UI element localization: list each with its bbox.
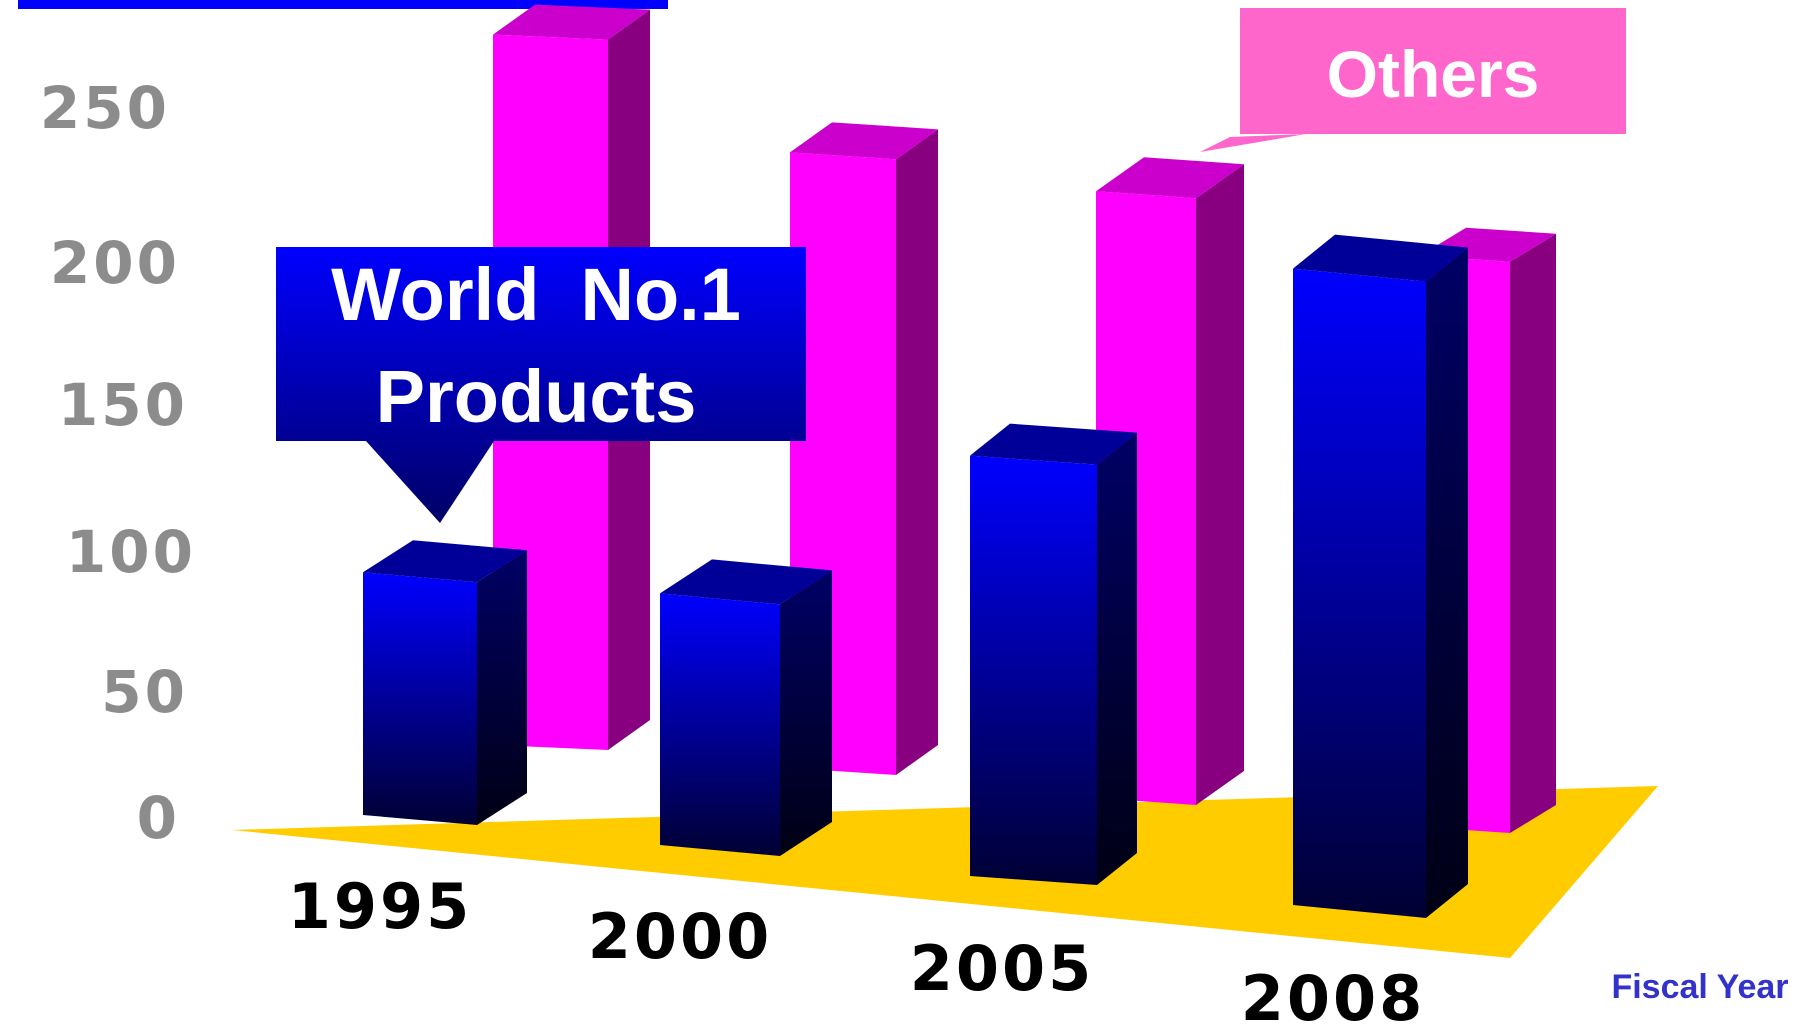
- bar-world-no1-2000-top: [660, 559, 832, 605]
- x-category-label-2008: 2008: [1241, 962, 1426, 1025]
- bar-world-no1-1995-front: [363, 572, 477, 825]
- y-tick-label-50: 50: [101, 658, 188, 726]
- bar-world-no1-2000-front: [660, 593, 780, 856]
- x-axis-categories: 1995 2000 2005 2008: [288, 870, 1426, 1025]
- callout-others-pointer: [1200, 134, 1306, 152]
- callout-world-no1-products-shape: [276, 247, 806, 523]
- callout-world-no1-products: World No.1 Products: [276, 247, 806, 523]
- bar-world-no1-2008-side: [1426, 247, 1468, 919]
- y-axis-ticks: 0 50 100 150 200 250: [40, 74, 196, 852]
- bar-world-no1-2005-top: [970, 423, 1137, 465]
- bar-world-no1-1995-side: [477, 550, 527, 825]
- bar-world-no1-2000: [660, 559, 832, 856]
- bar-world-no1-1995-top: [363, 540, 527, 583]
- bar-others-2000-top: [790, 122, 938, 160]
- callout-others: Others: [1200, 8, 1626, 152]
- x-category-label-2005: 2005: [910, 932, 1095, 1005]
- bar-world-no1-2005-front: [970, 455, 1097, 885]
- bar-world-no1-2008: [1293, 234, 1468, 919]
- callout-world-no1-products-line1: World No.1: [331, 253, 741, 336]
- header-bar: [18, 0, 668, 9]
- callout-world-no1-products-line2: Products: [376, 355, 697, 438]
- x-category-label-1995: 1995: [288, 870, 473, 943]
- bars: [363, 4, 1556, 919]
- bar-others-2008-side: [1510, 233, 1556, 834]
- y-tick-label-200: 200: [50, 229, 180, 297]
- bar-world-no1-1995: [363, 540, 527, 825]
- y-tick-label-0: 0: [137, 784, 180, 852]
- bar-world-no1-2000-side: [780, 570, 832, 856]
- bar-others-2005-top: [1096, 157, 1244, 199]
- y-tick-label-100: 100: [66, 518, 196, 586]
- callout-others-text: Others: [1327, 37, 1540, 111]
- bar-world-no1-2008-top: [1293, 234, 1468, 282]
- bar-others-1995-top: [493, 4, 650, 40]
- x-axis-title: Fiscal Year: [1611, 968, 1788, 1006]
- bar-others-2000-side: [896, 129, 938, 775]
- bar-world-no1-2005-side: [1097, 432, 1137, 885]
- bar-world-no1-2008-front: [1293, 268, 1426, 919]
- callout-others-box: [1240, 8, 1626, 134]
- bar-others-2005-side: [1196, 164, 1244, 805]
- y-tick-label-150: 150: [58, 371, 188, 439]
- y-tick-label-250: 250: [40, 74, 170, 142]
- x-category-label-2000: 2000: [588, 900, 773, 973]
- bar-world-no1-2005: [970, 423, 1137, 885]
